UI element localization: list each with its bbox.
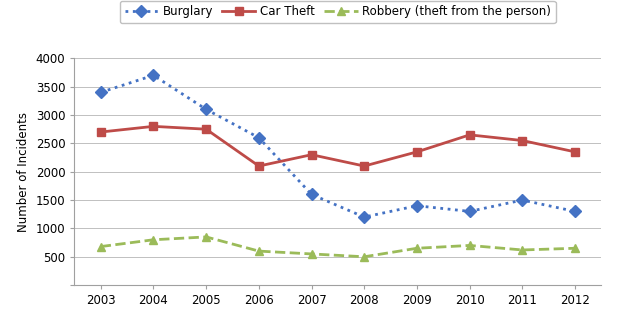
Car Theft <box>413 150 420 154</box>
Robbery (theft from the person) <box>149 238 157 242</box>
Robbery (theft from the person) <box>519 248 526 252</box>
Robbery (theft from the person) <box>572 246 579 250</box>
Car Theft <box>519 139 526 143</box>
Robbery (theft from the person) <box>466 244 473 248</box>
Burglary <box>255 136 263 140</box>
Burglary <box>572 210 579 214</box>
Car Theft <box>466 133 473 137</box>
Car Theft <box>308 153 316 156</box>
Y-axis label: Number of Incidents: Number of Incidents <box>17 112 30 232</box>
Robbery (theft from the person) <box>361 255 368 259</box>
Car Theft <box>202 127 210 131</box>
Car Theft <box>572 150 579 154</box>
Burglary <box>149 74 157 77</box>
Robbery (theft from the person) <box>255 249 263 253</box>
Burglary <box>361 215 368 219</box>
Burglary <box>413 204 420 208</box>
Burglary <box>202 108 210 111</box>
Car Theft <box>149 124 157 128</box>
Car Theft <box>97 130 104 134</box>
Robbery (theft from the person) <box>413 246 420 250</box>
Car Theft <box>255 164 263 168</box>
Burglary <box>519 198 526 202</box>
Burglary <box>466 210 473 214</box>
Robbery (theft from the person) <box>202 235 210 239</box>
Line: Car Theft: Car Theft <box>97 122 579 170</box>
Robbery (theft from the person) <box>308 252 316 256</box>
Burglary <box>308 192 316 196</box>
Legend: Burglary, Car Theft, Robbery (theft from the person): Burglary, Car Theft, Robbery (theft from… <box>120 1 556 23</box>
Robbery (theft from the person) <box>97 245 104 249</box>
Car Theft <box>361 164 368 168</box>
Line: Burglary: Burglary <box>97 71 579 221</box>
Burglary <box>97 90 104 94</box>
Line: Robbery (theft from the person): Robbery (theft from the person) <box>97 233 579 261</box>
